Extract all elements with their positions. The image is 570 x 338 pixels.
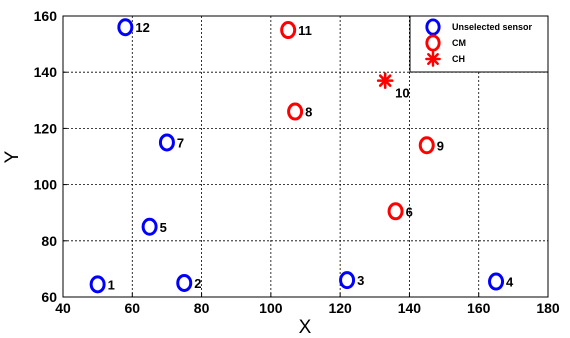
- legend: Unselected sensor CM CH: [409, 15, 549, 73]
- unselected-sensor-point-12: [117, 18, 134, 37]
- x-tick-label: 40: [55, 300, 71, 316]
- point-layer: [89, 18, 505, 294]
- cm-point-8: [287, 102, 304, 121]
- point-label-5: 5: [160, 220, 167, 235]
- y-tick-label: 60: [41, 289, 57, 305]
- x-tick-label: 80: [194, 300, 210, 316]
- x-tick-label: 120: [328, 300, 352, 316]
- cm-point-6: [387, 202, 404, 221]
- point-label-2: 2: [194, 276, 201, 291]
- x-tick-label: 160: [467, 300, 491, 316]
- unselected-sensor-point-3: [339, 271, 356, 290]
- legend-items: Unselected sensor CM CH: [425, 18, 533, 67]
- point-label-9: 9: [437, 138, 444, 153]
- y-axis-label: Y: [2, 150, 23, 163]
- legend-marker-2: [425, 51, 441, 67]
- y-tick-label: 100: [34, 177, 58, 193]
- legend-marker-2-stroke: [427, 53, 439, 65]
- legend-marker-1: [425, 34, 441, 52]
- unselected-sensor-point-5: [141, 217, 158, 236]
- ch-point-10-stroke: [378, 74, 392, 87]
- point-label-7: 7: [177, 135, 184, 150]
- x-tick-label: 140: [398, 300, 422, 316]
- y-tick-label: 140: [34, 64, 58, 80]
- unselected-sensor-point-2: [176, 273, 193, 292]
- point-label-12: 12: [135, 20, 149, 35]
- legend-label-1: CM: [452, 38, 466, 48]
- legend-marker-0: [425, 18, 441, 36]
- point-label-4: 4: [506, 275, 514, 290]
- x-axis-label: X: [299, 317, 312, 338]
- point-label-6: 6: [406, 204, 413, 219]
- unselected-sensor-point-7: [158, 133, 175, 152]
- point-label-11: 11: [298, 23, 312, 38]
- x-tick-label: 180: [536, 300, 560, 316]
- ch-point-10: [376, 72, 394, 89]
- x-tick-label: 60: [124, 300, 140, 316]
- plot-frame: [62, 15, 549, 298]
- y-tick-label: 160: [34, 8, 58, 24]
- legend-label-0: Unselected sensor: [452, 22, 533, 32]
- unselected-sensor-point-4: [488, 272, 505, 291]
- cm-point-11: [280, 21, 297, 40]
- unselected-sensor-point-1: [89, 275, 106, 294]
- point-label-8: 8: [305, 105, 312, 120]
- cm-point-9: [418, 136, 435, 155]
- point-label-1: 1: [108, 277, 115, 292]
- y-tick-label: 80: [41, 233, 57, 249]
- point-label-3: 3: [357, 273, 364, 288]
- y-tick-label: 120: [34, 120, 58, 136]
- point-label-10: 10: [395, 86, 409, 101]
- x-tick-label: 100: [259, 300, 283, 316]
- legend-label-2: CH: [452, 54, 465, 64]
